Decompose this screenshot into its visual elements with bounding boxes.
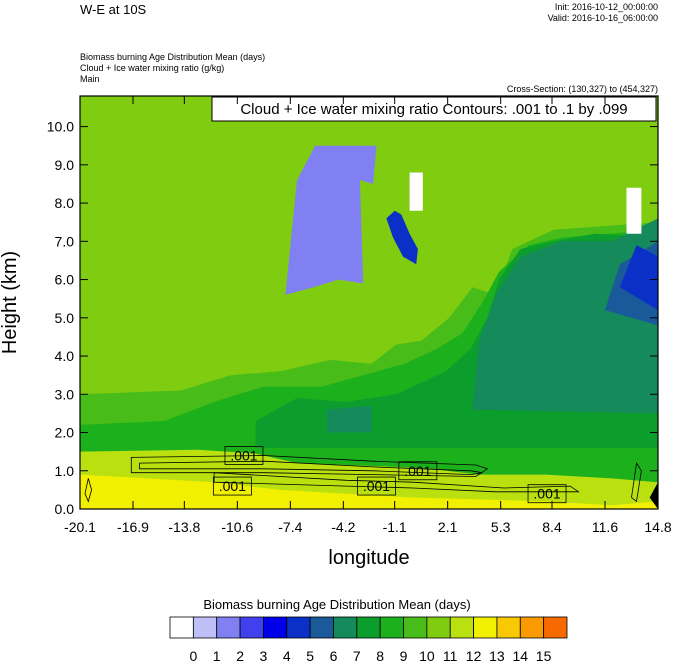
x-tick-label-3: -10.6	[221, 519, 253, 535]
colorbar-label-1: 1	[213, 648, 221, 664]
contour-label-box-3	[357, 476, 396, 496]
colorbar-swatch-13	[473, 616, 498, 639]
region-core-6	[326, 405, 372, 433]
colorbar-label-12: 12	[466, 648, 482, 664]
colorbar-swatch-14	[496, 616, 521, 639]
colorbar-label-8: 8	[376, 648, 384, 664]
x-tick-label-2: -13.8	[168, 519, 200, 535]
contour-line-2	[139, 460, 483, 476]
valid-time: Valid: 2016-10-16_06:00:00	[547, 13, 658, 23]
plot-layers: .001 .001 .001 .001 .001	[80, 96, 658, 509]
colorbar-label-9: 9	[400, 648, 408, 664]
x-tick-label-11: 14.8	[644, 519, 671, 535]
contour-label-box-1	[212, 476, 252, 496]
colorbar-label-4: 4	[283, 648, 291, 664]
colorbar-label-14: 14	[513, 648, 529, 664]
colorbar-swatch-8	[356, 616, 381, 639]
colorbar-swatch-15	[519, 616, 545, 639]
region-east-blue	[619, 245, 658, 311]
region-white-west	[409, 172, 423, 211]
field-line-1: Biomass burning Age Distribution Mean (d…	[80, 52, 266, 62]
colorbar-label-13: 13	[489, 648, 505, 664]
contour-label-1: .001	[219, 478, 246, 494]
region-white-east	[626, 187, 642, 234]
contour-label-box-2	[398, 461, 438, 481]
contour-line-5	[631, 461, 642, 503]
colorbar-title: Biomass burning Age Distribution Mean (d…	[203, 597, 471, 612]
region-surface-12	[80, 474, 658, 509]
colorbar-label-11: 11	[443, 648, 458, 664]
contour-label-2: .001	[404, 463, 431, 479]
y-tick-label-7: 7.0	[55, 233, 75, 249]
colorbar-label-7: 7	[353, 648, 361, 664]
colorbar-swatch-0	[169, 616, 194, 639]
y-tick-label-0: 0.0	[55, 501, 75, 517]
x-tick-label-6: -1.1	[383, 519, 407, 535]
field-line-2: Cloud + Ice water mixing ratio (g/kg)	[80, 63, 225, 73]
y-tick-label-2: 2.0	[55, 425, 75, 441]
x-tick-label-8: 5.3	[491, 519, 511, 535]
contour-label-4: .001	[533, 486, 560, 502]
colorbar-label-15: 15	[536, 648, 552, 664]
contour-info-label: Cloud + Ice water mixing ratio Contours:…	[240, 101, 627, 118]
y-tick-label-6: 6.0	[55, 272, 75, 288]
x-tick-label-9: 8.4	[542, 519, 562, 535]
x-tick-label-4: -7.4	[278, 519, 302, 535]
contour-line-3	[213, 472, 580, 493]
x-axis-title: longitude	[328, 547, 409, 569]
contour-label-3: .001	[363, 478, 390, 494]
colorbar-label-5: 5	[306, 648, 314, 664]
colorbar-swatch-9	[379, 616, 404, 639]
plot-frame	[79, 95, 659, 510]
y-tick-label-1: 1.0	[55, 463, 75, 479]
colorbar-swatch-5	[286, 616, 311, 639]
region-deep-blue	[386, 210, 418, 265]
y-tick-label-10: 10.0	[47, 119, 74, 135]
cross-section-label: Cross-Section: (130,327) to (454,327)	[506, 84, 658, 94]
colorbar-swatch-10	[403, 616, 428, 639]
y-tick-label-5: 5.0	[55, 310, 75, 326]
colorbar-label-3: 3	[260, 648, 268, 664]
colorbar-label-0: 0	[190, 648, 198, 664]
region-upper-cloud-zone	[285, 145, 377, 295]
colorbar-swatch-2	[216, 616, 241, 639]
colorbar-swatch-16	[543, 616, 568, 639]
y-tick-label-4: 4.0	[55, 348, 75, 364]
colorbar-swatch-1	[192, 616, 218, 639]
x-tick-label-10: 11.6	[592, 519, 618, 535]
contour-label-0: .001	[230, 447, 257, 463]
x-tick-label-1: -16.9	[117, 519, 149, 535]
colorbar-swatch-7	[333, 616, 358, 639]
plot-title: W-E at 10S	[80, 2, 147, 17]
contour-label-box-0	[224, 446, 264, 465]
colorbar-swatch-3	[239, 616, 264, 639]
y-axis-title: Height (km)	[0, 251, 21, 354]
y-tick-label-8: 8.0	[55, 195, 75, 211]
colorbar-swatch-12	[449, 616, 474, 639]
y-tick-label-3: 3.0	[55, 386, 75, 402]
contour-info-box	[211, 96, 657, 122]
colorbar-label-6: 6	[330, 648, 338, 664]
region-east-plume	[472, 218, 658, 414]
y-tick-label-9: 9.0	[55, 157, 75, 173]
colorbar-label-2: 2	[236, 648, 244, 664]
init-time: Init: 2016-10-12_00:00:00	[554, 2, 658, 12]
region-bottom-right-mask	[649, 482, 658, 509]
colorbar-swatch-11	[426, 616, 451, 639]
contour-line-4	[84, 478, 93, 503]
field-line-3: Main	[80, 74, 100, 84]
colorbar-swatch-4	[263, 616, 288, 639]
x-tick-label-0: -20.1	[64, 519, 96, 535]
x-tick-label-7: 2.1	[438, 519, 458, 535]
contour-label-box-4	[527, 484, 567, 504]
x-tick-label-5: -4.2	[331, 519, 355, 535]
colorbar-label-10: 10	[419, 648, 435, 664]
colorbar-swatch-6	[309, 616, 334, 639]
